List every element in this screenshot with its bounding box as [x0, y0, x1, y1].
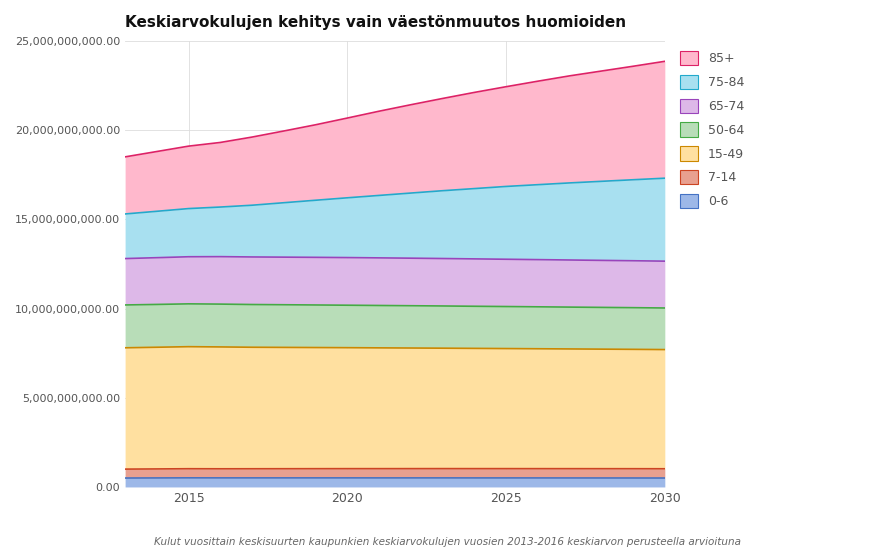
Legend: 85+, 75-84, 65-74, 50-64, 15-49, 7-14, 0-6: 85+, 75-84, 65-74, 50-64, 15-49, 7-14, 0…	[677, 47, 748, 212]
Text: Keskiarvokulujen kehitys vain väestönmuutos huomioiden: Keskiarvokulujen kehitys vain väestönmuu…	[125, 15, 626, 30]
Text: Kulut vuosittain keskisuurten kaupunkien keskiarvokulujen vuosien 2013-2016 kesk: Kulut vuosittain keskisuurten kaupunkien…	[154, 538, 740, 547]
